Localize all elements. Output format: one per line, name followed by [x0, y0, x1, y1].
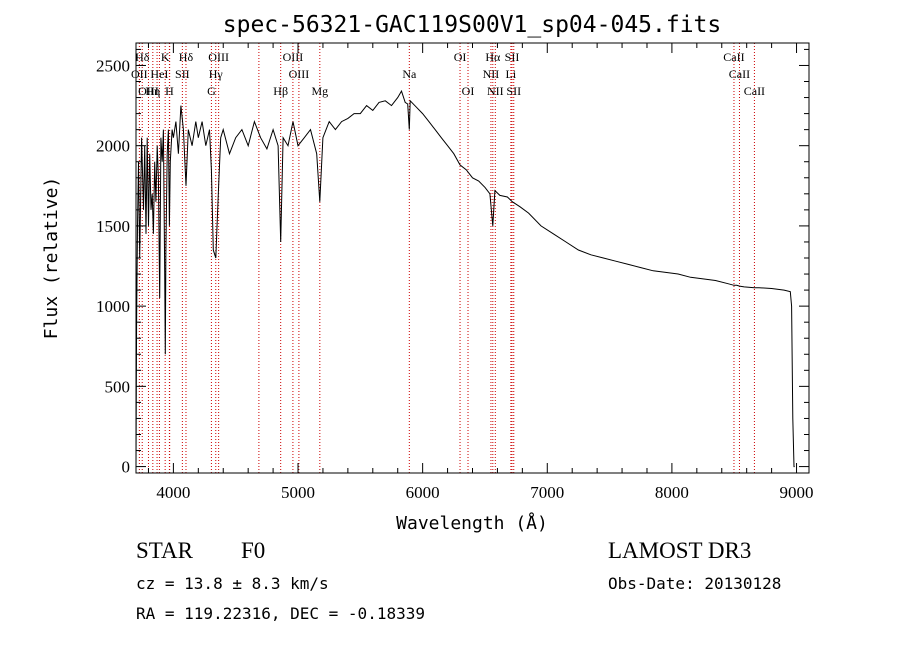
x-axis-ticks: 4000 5000 6000 7000 8000 9000: [147, 43, 814, 502]
line-marker-label: OIII: [138, 84, 159, 98]
x-tick-label: 8000: [655, 483, 689, 502]
x-tick-label: 5000: [281, 483, 315, 502]
y-tick-label: 2000: [96, 137, 130, 156]
line-marker-label: K: [161, 50, 170, 64]
line-marker-label: CaII: [744, 84, 765, 98]
line-marker-label: OIII: [283, 50, 304, 64]
plot-frame: [135, 42, 810, 474]
line-marker-label: OIII: [289, 67, 310, 81]
x-tick-label: 4000: [156, 483, 190, 502]
line-marker-label: NII: [483, 67, 500, 81]
line-marker-label: Hβ: [273, 84, 288, 98]
ra-dec: RA = 119.22316, DEC = -0.18339: [136, 604, 425, 623]
line-marker-label: Mg: [311, 84, 328, 98]
y-tick-label: 1500: [96, 217, 130, 236]
x-tick-label: 7000: [530, 483, 564, 502]
line-markers: [138, 43, 755, 473]
line-marker-label: NII: [487, 84, 504, 98]
x-tick-label: 6000: [406, 483, 440, 502]
x-axis-label: Wavelength (Å): [396, 512, 548, 534]
line-marker-label: CaII: [723, 50, 744, 64]
line-marker-label: H: [165, 84, 174, 98]
obs-date: Obs-Date: 20130128: [608, 574, 782, 593]
line-marker-label: SII: [506, 84, 521, 98]
line-marker-label: OIII: [208, 50, 229, 64]
survey-name: LAMOST DR3: [608, 538, 752, 563]
chart-title: spec-56321-GAC119S00V1_sp04-045.fits: [223, 12, 722, 38]
line-marker-label: Hδ: [135, 50, 150, 64]
line-marker-label: CaII: [729, 67, 750, 81]
y-axis-ticks: 0 500 1000 1500 2000 2500: [96, 48, 809, 477]
x-tick-label: 9000: [780, 483, 814, 502]
line-marker-label: Na: [402, 67, 417, 81]
line-marker-label: HeI: [150, 67, 168, 81]
line-marker-label: SII: [175, 67, 190, 81]
y-tick-label: 500: [105, 377, 131, 396]
line-marker-label: Li: [506, 67, 517, 81]
line-marker-label: OII: [131, 67, 148, 81]
line-marker-label: Hδ: [179, 50, 194, 64]
line-marker-label: OI: [454, 50, 467, 64]
y-axis-label: Flux (relative): [41, 177, 62, 340]
line-marker-labels: Hδ K Hδ OIII OIII OI Hα SII CaII OII HeI SII Hγ OIII N…: [131, 50, 765, 98]
line-marker-label: Hα: [485, 50, 501, 64]
redshift-cz: cz = 13.8 ± 8.3 km/s: [136, 574, 329, 593]
object-subclass: F0: [241, 538, 266, 563]
line-marker-label: OI: [462, 84, 475, 98]
line-marker-label: G: [207, 84, 216, 98]
y-tick-label: 2500: [96, 56, 130, 75]
y-tick-label: 1000: [96, 297, 130, 316]
line-marker-label: SII: [505, 50, 520, 64]
line-marker-label: Hγ: [209, 67, 224, 81]
spectrum-line: [135, 89, 795, 468]
y-tick-label: 0: [122, 458, 131, 477]
line-marker-label: Hη: [145, 84, 160, 98]
object-class: STAR: [136, 538, 193, 563]
